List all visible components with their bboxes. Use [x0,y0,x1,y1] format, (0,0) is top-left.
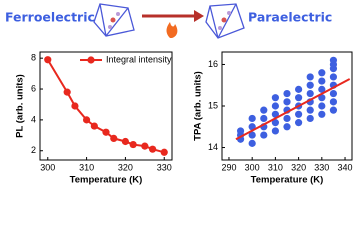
marker [271,127,279,135]
x-axis-label: Temperature (K) [251,175,324,186]
marker [63,88,71,96]
y-tick-label: 15 [208,100,218,110]
x-tick-label: 330 [157,162,172,172]
marker [318,94,326,102]
series-line [235,78,351,141]
marker [236,127,245,135]
y-axis-label: TPA (arb. units) [193,71,204,141]
marker [306,114,314,123]
crystal-right [205,3,245,39]
y-axis-label: PL (arb. units) [15,74,26,138]
marker [283,114,291,123]
marker [121,137,130,146]
legend-label: Integral intensity [106,54,172,64]
marker [318,69,326,77]
marker [260,131,268,139]
marker [71,102,79,110]
marker [295,119,303,127]
y-tick-label: 8 [31,53,36,63]
marker [318,85,326,93]
x-tick-label: 310 [79,162,94,172]
y-tick-label: 16 [208,59,218,69]
marker [248,139,256,147]
marker [248,131,256,139]
marker [283,123,291,131]
x-tick-label: 340 [338,162,353,172]
marker [129,140,137,149]
x-tick-label: 320 [118,162,133,172]
x-tick-label: 290 [221,162,236,172]
marker [260,106,268,114]
marker [102,128,110,136]
marker [110,134,118,142]
marker [306,106,314,114]
marker [329,98,338,106]
arrow [142,10,204,38]
y-tick-label: 2 [31,145,36,155]
figure: Ferroelectric Paraelectric 300 310 320 330 2… [5,3,353,186]
x-axis-label: Temperature (K) [70,175,143,186]
marker [318,77,326,85]
x-tick-label: 330 [314,162,329,172]
series-line [46,59,165,154]
marker [295,85,303,93]
marker [148,145,157,153]
marker [295,94,303,102]
marker [306,89,314,98]
marker [260,114,268,123]
marker [90,122,98,130]
x-tick-label: 300 [245,162,260,172]
marker [318,102,326,110]
marker [329,89,338,98]
marker [271,119,279,127]
header-right-label: Paraelectric [248,10,332,25]
marker [271,94,279,102]
y-tick-label: 14 [208,142,218,152]
marker [141,142,149,150]
plot-frame [39,51,173,161]
header-left-label: Ferroelectric [5,10,95,25]
marker [329,73,338,81]
x-tick-label: 300 [40,162,55,172]
marker [329,106,338,114]
crystal-left [93,3,135,37]
x-tick-label: 320 [291,162,306,172]
marker [160,148,168,156]
y-tick-label: 6 [31,83,36,93]
marker [82,116,91,124]
marker [283,89,291,98]
marker [318,110,326,118]
y-tick-label: 4 [31,114,36,124]
marker [283,98,291,106]
x-tick-label: 310 [268,162,283,172]
marker [306,73,314,81]
marker [248,114,256,123]
marker [44,56,52,64]
marker [271,110,279,118]
legend-marker [87,56,95,64]
marker [306,81,314,89]
marker [329,56,338,64]
marker [271,102,279,110]
marker [295,110,303,118]
